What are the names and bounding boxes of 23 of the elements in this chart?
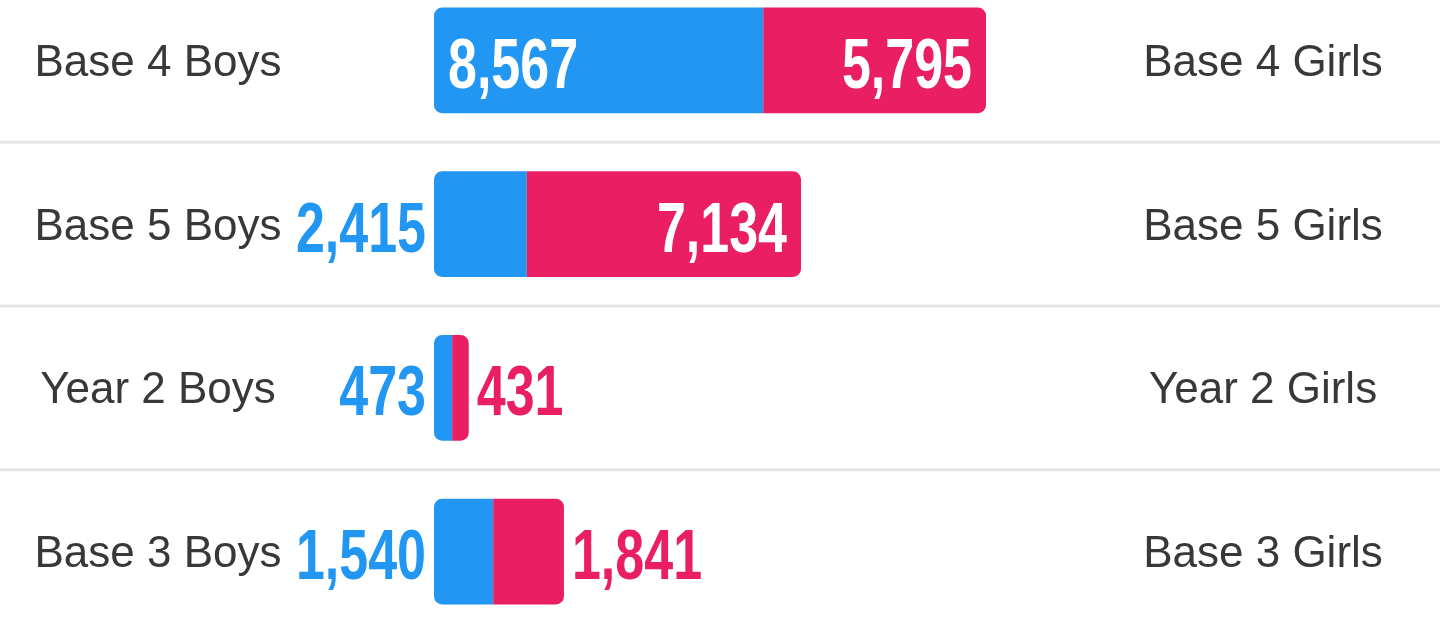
data-label: 1,540 bbox=[295, 515, 426, 594]
y2-tick-label: Base 3 Girls bbox=[1143, 527, 1383, 577]
data-label: 1,841 bbox=[571, 515, 703, 594]
bar bbox=[452, 335, 469, 441]
bar bbox=[526, 171, 802, 277]
y2-tick-label: Year 2 Girls bbox=[1148, 363, 1378, 413]
data-label: 7,134 bbox=[656, 187, 788, 267]
bar bbox=[434, 335, 453, 441]
bar bbox=[434, 498, 494, 605]
y-tick-label: Base 3 Boys bbox=[34, 527, 282, 577]
bar bbox=[493, 498, 564, 605]
y-tick-label: Base 5 Boys bbox=[34, 199, 282, 249]
data-label: 8,567 bbox=[448, 24, 579, 103]
data-label: 431 bbox=[476, 351, 564, 431]
bar bbox=[434, 171, 527, 277]
y-tick-label: Base 4 Boys bbox=[34, 35, 282, 85]
y-tick-label: Year 2 Boys bbox=[40, 363, 276, 413]
data-label: 473 bbox=[339, 351, 426, 431]
y2-tick-label: Base 4 Girls bbox=[1143, 35, 1383, 85]
bar bbox=[434, 7, 764, 114]
data-label: 2,415 bbox=[295, 187, 426, 267]
y2-tick-label: Base 5 Girls bbox=[1143, 199, 1383, 249]
data-label: 5,795 bbox=[841, 24, 972, 103]
